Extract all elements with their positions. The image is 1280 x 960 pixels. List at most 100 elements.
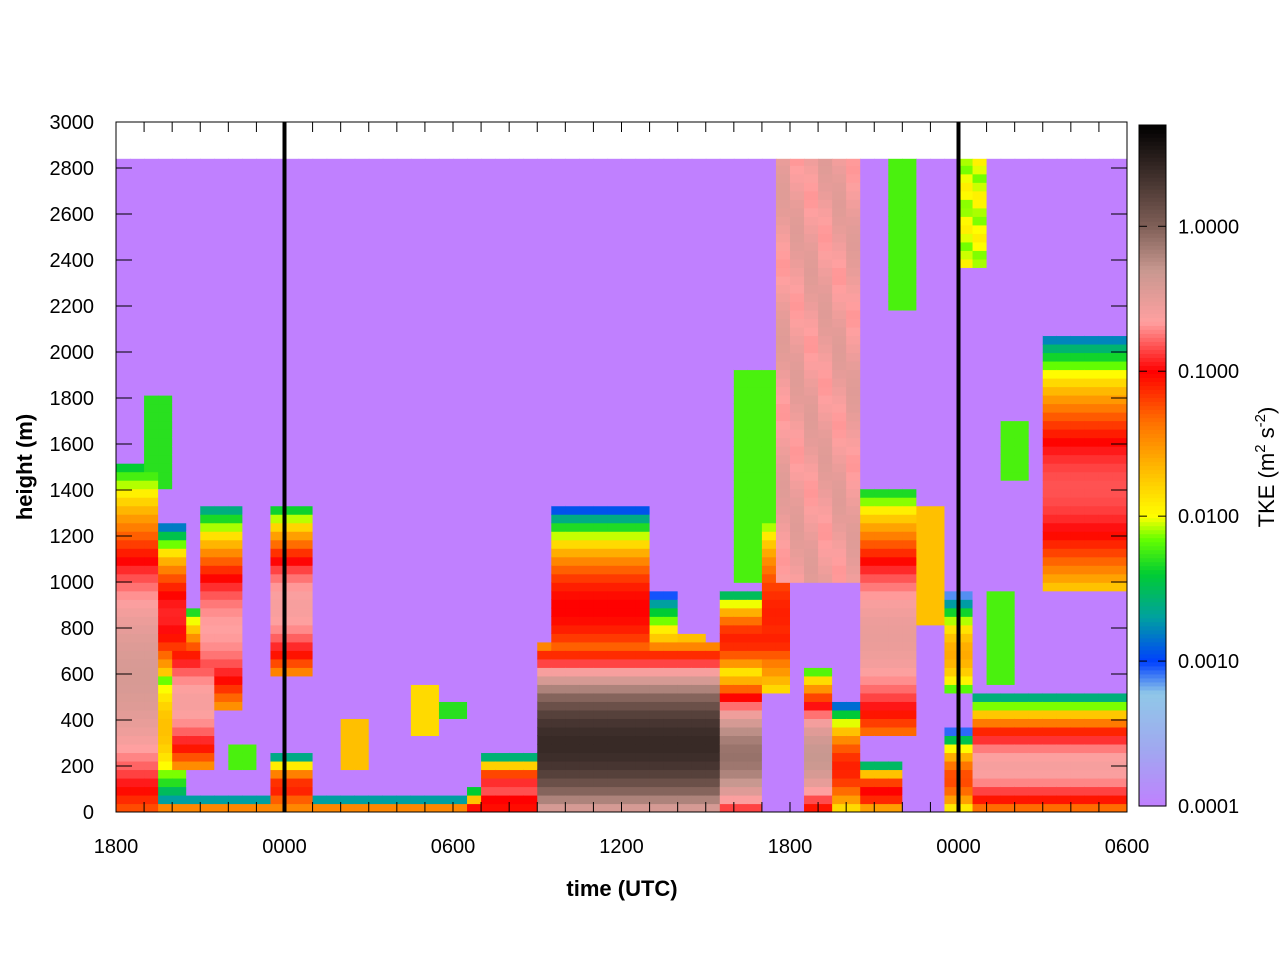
heatmap-cell — [874, 429, 889, 439]
heatmap-cell — [677, 786, 693, 796]
heatmap-cell — [354, 250, 370, 260]
heatmap-cell — [467, 548, 482, 558]
heatmap-cell — [719, 539, 735, 549]
heatmap-cell — [368, 412, 384, 422]
heatmap-cell — [438, 624, 454, 634]
heatmap-cell — [438, 752, 454, 762]
heatmap-cell — [733, 386, 749, 396]
heatmap-cell — [747, 565, 763, 575]
heatmap-cell — [368, 343, 384, 354]
heatmap-cell — [453, 590, 468, 600]
heatmap-cell — [846, 480, 861, 490]
heatmap-cell — [888, 182, 903, 192]
heatmap-cell — [972, 539, 988, 549]
heatmap-cell — [635, 539, 651, 549]
heatmap-cell — [691, 633, 707, 643]
heatmap-cell — [284, 599, 300, 609]
heatmap-cell — [298, 692, 314, 702]
heatmap-cell — [256, 624, 272, 634]
heatmap-cell — [312, 326, 328, 337]
heatmap-cell — [481, 454, 496, 464]
heatmap-cell — [537, 199, 552, 209]
heatmap-cell — [200, 395, 215, 405]
heatmap-cell — [326, 667, 342, 677]
heatmap-cell — [593, 488, 609, 498]
heatmap-cell — [860, 258, 875, 268]
heatmap-cell — [172, 446, 187, 456]
heatmap-cell — [944, 233, 960, 243]
heatmap-cell — [832, 182, 847, 192]
heatmap-cell — [382, 352, 398, 362]
heatmap-cell — [312, 794, 328, 805]
heatmap-cell — [860, 556, 875, 566]
heatmap-cell — [790, 505, 805, 515]
heatmap-cell — [663, 607, 679, 617]
heatmap-cell — [944, 607, 960, 617]
heatmap-cell — [270, 531, 286, 541]
heatmap-cell — [537, 488, 552, 498]
heatmap-cell — [719, 769, 735, 779]
heatmap-cell — [663, 675, 679, 685]
heatmap-cell — [958, 539, 974, 549]
heatmap-cell — [944, 284, 960, 294]
heatmap-cell — [944, 480, 960, 490]
heatmap-cell — [509, 420, 524, 430]
heatmap-cell — [270, 463, 286, 473]
heatmap-cell — [874, 326, 889, 337]
heatmap-cell — [663, 292, 679, 302]
heatmap-cell — [186, 743, 201, 754]
heatmap-cell — [270, 641, 286, 651]
heatmap-cell — [818, 735, 833, 745]
heatmap-cell — [172, 429, 187, 439]
heatmap-cell — [747, 701, 763, 711]
heatmap-cell — [270, 769, 286, 779]
heatmap-cell — [481, 377, 496, 388]
heatmap-cell — [284, 667, 300, 677]
heatmap-cell — [846, 224, 861, 234]
heatmap-cell — [818, 641, 833, 651]
heatmap-cell — [916, 624, 932, 634]
heatmap-cell — [621, 335, 637, 345]
heatmap-cell — [284, 786, 300, 796]
heatmap-cell — [1000, 488, 1016, 498]
heatmap-cell — [186, 318, 201, 328]
heatmap-cell — [986, 760, 1002, 771]
heatmap-cell — [607, 335, 623, 345]
heatmap-cell — [747, 158, 763, 166]
heatmap-cell — [186, 241, 201, 251]
heatmap-cell — [551, 403, 566, 413]
heatmap-cell — [284, 275, 300, 285]
heatmap-cell — [663, 267, 679, 277]
heatmap-cell — [228, 352, 243, 362]
heatmap-cell — [537, 514, 552, 524]
heatmap-cell — [986, 709, 1002, 719]
heatmap-cell — [775, 284, 791, 294]
heatmap-cell — [284, 377, 300, 388]
heatmap-cell — [172, 735, 187, 745]
heatmap-cell — [481, 650, 496, 660]
heatmap-cell — [677, 760, 693, 771]
heatmap-cell — [593, 275, 609, 285]
heatmap-cell — [986, 233, 1002, 243]
heatmap-cell — [972, 522, 988, 532]
heatmap-cell — [214, 284, 229, 294]
heatmap-cell — [719, 607, 735, 617]
heatmap-cell — [312, 412, 328, 422]
heatmap-cell — [804, 565, 819, 575]
heatmap-cell — [368, 709, 384, 719]
heatmap-cell — [761, 420, 777, 430]
heatmap-cell — [368, 743, 384, 754]
heatmap-cell — [116, 718, 131, 728]
heatmap-cell — [747, 769, 763, 779]
heatmap-cell — [705, 480, 721, 490]
heatmap-cell — [761, 158, 777, 166]
heatmap-cell — [368, 216, 384, 226]
heatmap-cell — [832, 633, 847, 643]
heatmap-cell — [495, 335, 510, 345]
heatmap-cell — [663, 377, 679, 388]
heatmap-cell — [860, 233, 875, 243]
heatmap-cell — [537, 599, 552, 609]
heatmap-cell — [677, 437, 693, 447]
heatmap-cell — [635, 241, 651, 251]
heatmap-cell — [691, 565, 707, 575]
